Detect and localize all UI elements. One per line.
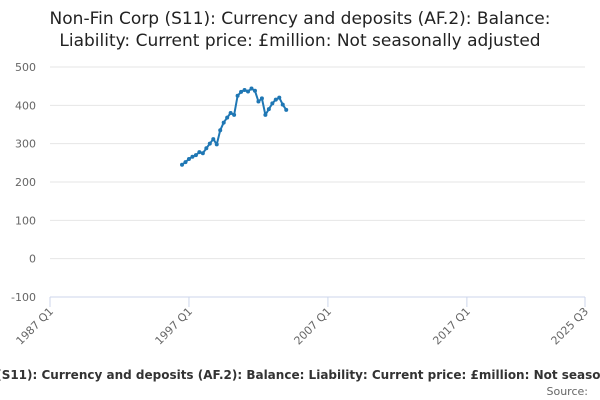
data-point[interactable] xyxy=(214,142,219,147)
data-point[interactable] xyxy=(221,120,226,125)
data-point[interactable] xyxy=(204,146,209,151)
y-axis-labels: -100 0 100 200 300 400 500 xyxy=(11,61,36,304)
data-point[interactable] xyxy=(239,89,244,94)
data-point[interactable] xyxy=(252,88,257,93)
y-tick-label: 200 xyxy=(15,176,36,189)
x-tick-label: 2007 Q1 xyxy=(292,305,335,348)
data-point[interactable] xyxy=(211,137,216,142)
series-plot[interactable] xyxy=(180,86,289,167)
grid-lines xyxy=(50,66,585,298)
y-tick-label: 100 xyxy=(15,214,36,227)
x-axis xyxy=(49,296,586,307)
data-point[interactable] xyxy=(180,162,185,167)
data-point[interactable] xyxy=(190,154,195,159)
x-tick-label: 1997 Q1 xyxy=(153,305,196,348)
data-point[interactable] xyxy=(228,111,233,115)
data-point[interactable] xyxy=(249,86,254,91)
data-point[interactable] xyxy=(266,107,271,112)
data-point[interactable] xyxy=(235,93,240,98)
y-tick-label: 0 xyxy=(29,253,36,266)
data-point[interactable] xyxy=(186,157,191,161)
x-tick-label: 2017 Q1 xyxy=(430,305,473,348)
source-label: Source: xyxy=(547,385,589,398)
data-point[interactable] xyxy=(207,141,212,146)
data-point[interactable] xyxy=(280,102,285,107)
y-tick-label: -100 xyxy=(11,291,36,304)
data-point[interactable] xyxy=(270,101,275,106)
data-point[interactable] xyxy=(259,96,264,101)
series-line[interactable] xyxy=(181,87,288,166)
data-point[interactable] xyxy=(277,95,282,100)
data-point[interactable] xyxy=(284,107,289,112)
chart-title-line-2: Liability: Current price: £million: Not … xyxy=(59,31,540,51)
data-point[interactable] xyxy=(193,153,198,158)
chart-title: Non-Fin Corp (S11): Currency and deposit… xyxy=(50,9,551,51)
data-point[interactable] xyxy=(263,112,268,117)
data-point[interactable] xyxy=(256,99,261,104)
data-point[interactable] xyxy=(200,151,205,156)
data-point[interactable] xyxy=(242,88,247,92)
data-point[interactable] xyxy=(232,112,237,117)
data-point[interactable] xyxy=(273,97,278,102)
legend-item[interactable]: Non-Fin Corp (S11): Currency and deposit… xyxy=(0,368,600,382)
data-point[interactable] xyxy=(246,89,251,94)
data-point[interactable] xyxy=(197,150,202,155)
data-point[interactable] xyxy=(218,128,223,133)
data-point[interactable] xyxy=(183,160,188,165)
y-tick-label: 300 xyxy=(15,138,36,151)
y-tick-label: 500 xyxy=(15,61,36,74)
data-point[interactable] xyxy=(225,115,230,120)
x-tick-label: 1987 Q1 xyxy=(14,305,57,348)
x-tick-label: 2025 Q3 xyxy=(549,305,592,348)
chart-title-line-1: Non-Fin Corp (S11): Currency and deposit… xyxy=(50,9,551,29)
y-tick-label: 400 xyxy=(15,99,36,112)
x-axis-labels: 1987 Q1 1997 Q1 2007 Q1 2017 Q1 2025 Q3 xyxy=(14,305,592,348)
